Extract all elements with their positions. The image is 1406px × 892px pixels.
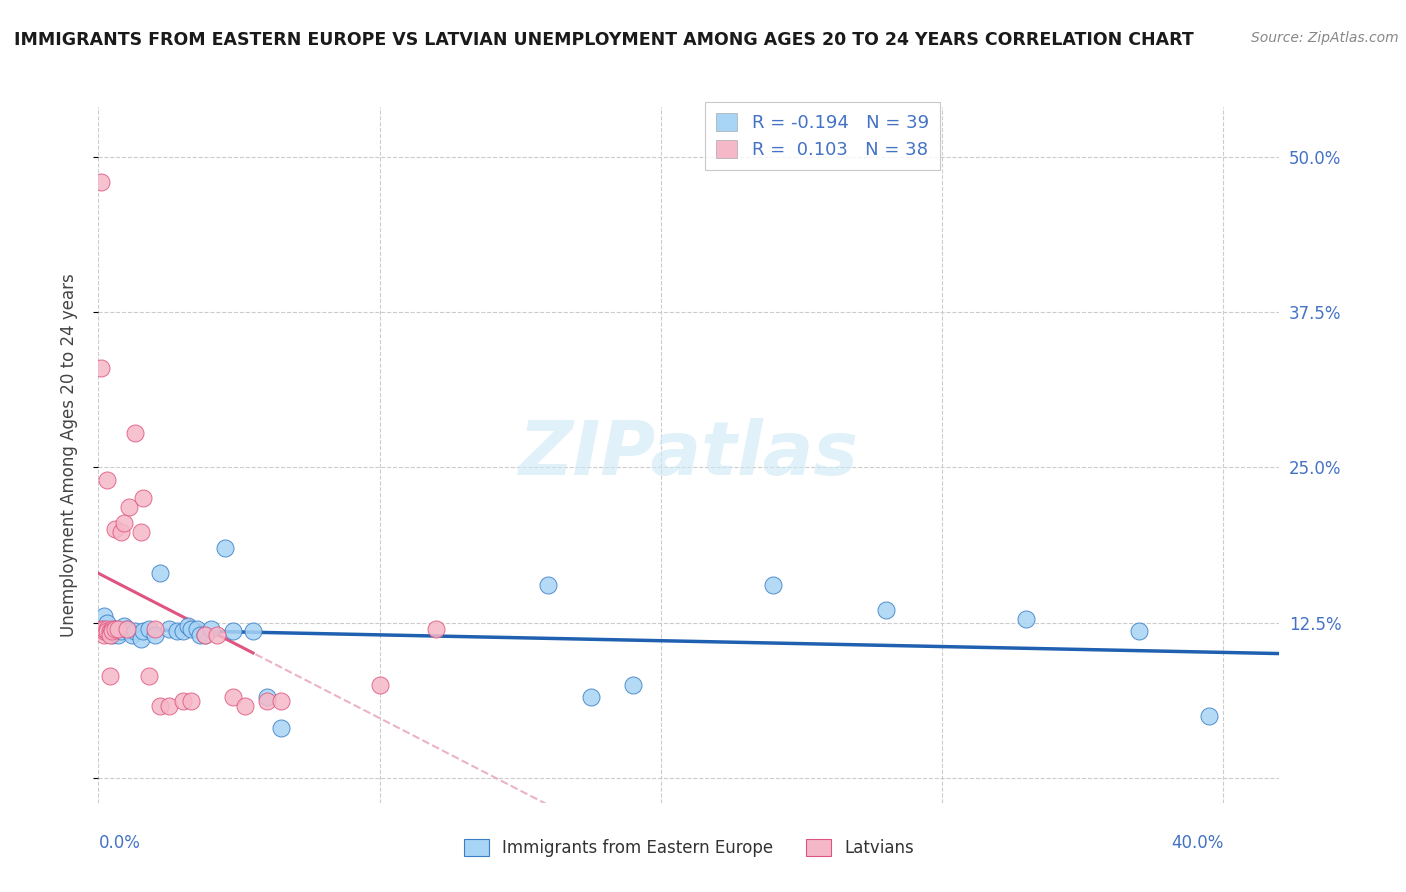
Point [425,622,447,636]
Point [112,619,135,633]
Point [194,628,217,642]
Point [242,624,264,639]
Text: ZIPatlas: ZIPatlas [519,418,859,491]
Point [1015,612,1038,626]
Point [107,628,129,642]
Point [98,669,121,683]
Point [368,678,391,692]
Point [96,622,118,636]
Point [149,698,172,713]
Point [270,694,292,708]
Point [177,619,200,633]
Point [104,622,127,636]
Point [112,516,135,531]
Point [115,622,138,636]
Point [762,578,785,592]
Point [233,698,256,713]
Point [132,624,155,639]
Point [180,694,202,708]
Point [222,690,245,705]
Point [157,622,180,636]
Point [104,622,127,636]
Point [115,622,138,636]
Point [129,524,152,539]
Point [118,624,141,639]
Point [143,628,166,642]
Point [138,622,160,636]
Point [194,628,217,642]
Point [96,624,118,639]
Point [1198,708,1220,723]
Point [621,678,644,692]
Point [1128,624,1150,639]
Text: 0.0%: 0.0% [98,834,141,852]
Point [96,473,118,487]
Point [93,624,115,639]
Text: IMMIGRANTS FROM EASTERN EUROPE VS LATVIAN UNEMPLOYMENT AMONG AGES 20 TO 24 YEARS: IMMIGRANTS FROM EASTERN EUROPE VS LATVIA… [14,31,1194,49]
Point [98,628,121,642]
Point [93,609,115,624]
Legend: R = -0.194   N = 39, R =  0.103   N = 38: R = -0.194 N = 39, R = 0.103 N = 38 [704,103,939,169]
Point [188,628,211,642]
Point [118,500,141,514]
Point [121,628,143,642]
Point [98,624,121,639]
Point [172,694,194,708]
Point [186,622,208,636]
Point [90,361,112,376]
Point [200,622,222,636]
Point [104,523,127,537]
Point [90,175,112,189]
Point [214,541,236,555]
Point [93,628,115,642]
Point [205,628,228,642]
Point [101,624,124,639]
Text: Source: ZipAtlas.com: Source: ZipAtlas.com [1251,31,1399,45]
Point [101,628,124,642]
Point [180,622,202,636]
Point [129,632,152,646]
Point [166,624,188,639]
Point [107,622,129,636]
Point [270,721,292,735]
Point [138,669,160,683]
Text: 40.0%: 40.0% [1171,834,1223,852]
Point [98,624,121,639]
Y-axis label: Unemployment Among Ages 20 to 24 years: Unemployment Among Ages 20 to 24 years [59,273,77,637]
Point [579,690,602,705]
Point [132,491,155,506]
Point [93,622,115,636]
Point [157,698,180,713]
Point [110,624,132,639]
Point [537,578,560,592]
Point [172,624,194,639]
Point [124,425,146,440]
Point [149,566,172,580]
Point [875,603,897,617]
Point [124,624,146,639]
Point [256,690,278,705]
Point [90,622,112,636]
Point [222,624,245,639]
Point [256,694,278,708]
Point [110,524,132,539]
Point [96,615,118,630]
Point [101,622,124,636]
Point [143,622,166,636]
